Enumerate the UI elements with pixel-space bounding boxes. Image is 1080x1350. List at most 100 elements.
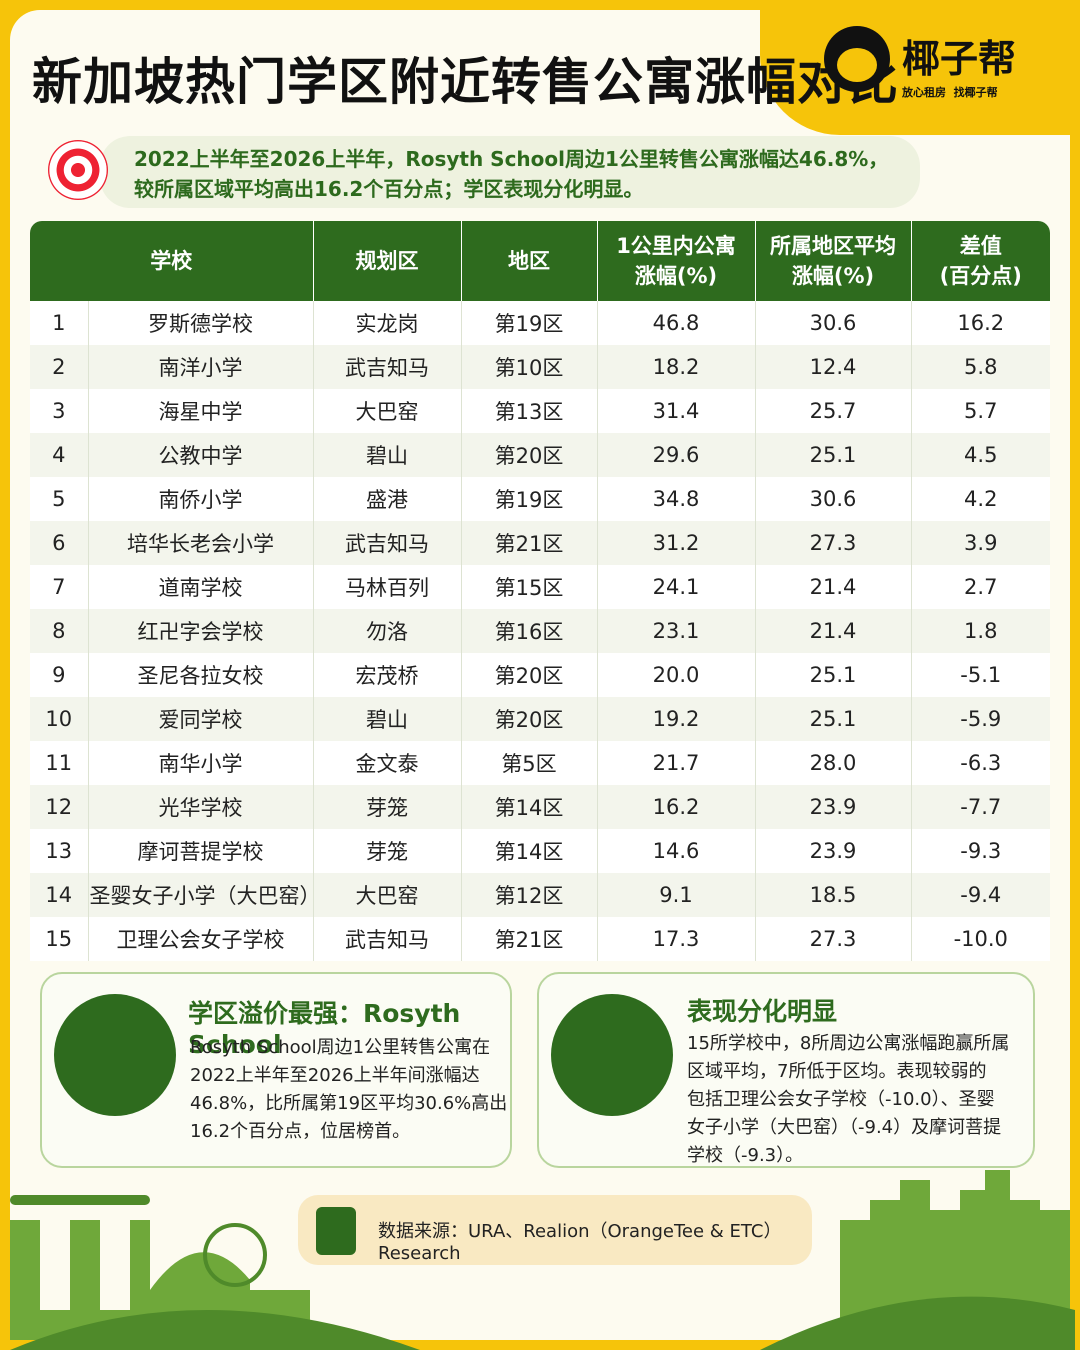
table-cell: 14.6 <box>597 829 756 873</box>
column-header: 地区 <box>461 221 598 301</box>
table-cell: 1 <box>30 301 89 345</box>
table-cell: 第20区 <box>461 697 598 741</box>
table-row: 7 道南学校 马林百列 第15区 24.1 21.4 2.7 <box>30 565 1050 609</box>
table-cell: 7 <box>30 565 89 609</box>
table-cell: 31.4 <box>597 389 756 433</box>
table-row: 15 卫理公会女子学校 武吉知马 第21区 17.3 27.3 -10.0 <box>30 917 1050 961</box>
summary-line: 2022上半年至2026上半年，Rosyth School周边1公里转售公寓涨幅… <box>134 147 889 171</box>
doc-icon <box>316 1207 356 1255</box>
table-cell: 5 <box>30 477 89 521</box>
header-row: 学校 规划区 地区 1公里内公寓 涨幅(%) 所属地区平均 涨幅(%) 差值 (百分点) <box>30 221 1050 301</box>
card-line: 46.8%，比所属第19区平均30.6%高出 <box>190 1093 508 1114</box>
card-line: 学校（-9.3）。 <box>687 1145 804 1166</box>
table-cell: 24.1 <box>597 565 756 609</box>
table-cell: 盛港 <box>313 477 462 521</box>
column-header: 规划区 <box>313 221 462 301</box>
table-cell: 17.3 <box>597 917 756 961</box>
table-cell: 23.9 <box>755 829 912 873</box>
table-row: 10 爱同学校 碧山 第20区 19.2 25.1 -5.9 <box>30 697 1050 741</box>
table-cell: 18.5 <box>755 873 912 917</box>
table-cell: 8 <box>30 609 89 653</box>
table-cell: 29.6 <box>597 433 756 477</box>
table-cell: 21.4 <box>755 609 912 653</box>
table-cell: 27.3 <box>755 521 912 565</box>
table-cell: 25.1 <box>755 653 912 697</box>
table-cell: 南侨小学 <box>88 477 314 521</box>
table-cell: 第12区 <box>461 873 598 917</box>
table-cell: 9.1 <box>597 873 756 917</box>
table-cell: 第14区 <box>461 829 598 873</box>
table-cell: 第14区 <box>461 785 598 829</box>
table-cell: 12 <box>30 785 89 829</box>
table-cell: 海星中学 <box>88 389 314 433</box>
table-cell: -9.3 <box>911 829 1050 873</box>
table-cell: -10.0 <box>911 917 1050 961</box>
table-cell: 圣尼各拉女校 <box>88 653 314 697</box>
table-cell: 卫理公会女子学校 <box>88 917 314 961</box>
table-cell: 21.7 <box>597 741 756 785</box>
table-row: 4 公教中学 碧山 第20区 29.6 25.1 4.5 <box>30 433 1050 477</box>
table-cell: 21.4 <box>755 565 912 609</box>
table-cell: 碧山 <box>313 433 462 477</box>
table-cell: 5.7 <box>911 389 1050 433</box>
table-cell: 2.7 <box>911 565 1050 609</box>
table-cell: 金文泰 <box>313 741 462 785</box>
table-cell: 25.1 <box>755 433 912 477</box>
table-cell: 3.9 <box>911 521 1050 565</box>
table-body: 1 罗斯德学校 实龙岗 第19区 46.8 30.6 16.2 2 南洋小学 武吉知马 第10区 18… <box>30 301 1050 961</box>
scale-icon <box>551 994 673 1116</box>
table-cell: 红卍字会学校 <box>88 609 314 653</box>
column-header: 所属地区平均 涨幅(%) <box>755 221 912 301</box>
tagline: 放心租房 找椰子帮 <box>902 86 998 99</box>
summary-line: 较所属区域平均高出16.2个百分点；学区表现分化明显。 <box>134 177 644 201</box>
card-title: 表现分化明显 <box>687 997 838 1026</box>
table-row: 13 摩诃菩提学校 芽笼 第14区 14.6 23.9 -9.3 <box>30 829 1050 873</box>
table-cell: 28.0 <box>755 741 912 785</box>
table-cell: 4 <box>30 433 89 477</box>
table-cell: 圣婴女子小学（大巴窑） <box>88 873 321 917</box>
table-cell: 10 <box>30 697 89 741</box>
table-row: 9 圣尼各拉女校 宏茂桥 第20区 20.0 25.1 -5.1 <box>30 653 1050 697</box>
table-cell: 罗斯德学校 <box>88 301 314 345</box>
table-cell: 公教中学 <box>88 433 314 477</box>
table-row: 8 红卍字会学校 勿洛 第16区 23.1 21.4 1.8 <box>30 609 1050 653</box>
table: 学校 规划区 地区 1公里内公寓 涨幅(%) 所属地区平均 涨幅(%) 差值 (百分点) … <box>30 221 1050 961</box>
table-cell: 11 <box>30 741 89 785</box>
card-line: 15所学校中，8所周边公寓涨幅跑赢所属 <box>687 1033 1010 1054</box>
summary: 2022上半年至2026上半年，Rosyth School周边1公里转售公寓涨幅… <box>100 136 920 208</box>
table-cell: 9 <box>30 653 89 697</box>
table-cell: 16.2 <box>911 301 1050 345</box>
card-line: Rosyth School周边1公里转售公寓在 <box>190 1037 491 1058</box>
source-text: 数据来源：URA、Realion（OrangeTee & ETC）Researc… <box>378 1221 782 1264</box>
table-cell: 15 <box>30 917 89 961</box>
table-cell: 25.7 <box>755 389 912 433</box>
table-cell: 4.2 <box>911 477 1050 521</box>
logo-icon <box>824 26 890 92</box>
card-body: 15所学校中，8所周边公寓涨幅跑赢所属 区域平均，7所低于区均。表现较弱的 包括卫理… <box>687 1030 1009 1170</box>
table-cell: 第21区 <box>461 917 598 961</box>
table-cell: -5.9 <box>911 697 1050 741</box>
table-cell: 1.8 <box>911 609 1050 653</box>
table-row: 11 南华小学 金文泰 第5区 21.7 28.0 -6.3 <box>30 741 1050 785</box>
table-cell: -9.4 <box>911 873 1050 917</box>
table-cell: 实龙岗 <box>313 301 462 345</box>
table-row: 5 南侨小学 盛港 第19区 34.8 30.6 4.2 <box>30 477 1050 521</box>
table-cell: -7.7 <box>911 785 1050 829</box>
card-line: 包括卫理公会女子学校（-10.0）、圣婴 <box>687 1089 995 1110</box>
brand: 椰子帮 <box>902 37 1017 81</box>
table-cell: -6.3 <box>911 741 1050 785</box>
table-cell: 18.2 <box>597 345 756 389</box>
table-cell: 第19区 <box>461 301 598 345</box>
table-cell: -5.1 <box>911 653 1050 697</box>
title: 新加坡热门学区附近转售公寓涨幅对比 <box>32 53 899 111</box>
table-cell: 第16区 <box>461 609 598 653</box>
table-cell: 武吉知马 <box>313 521 462 565</box>
table-row: 1 罗斯德学校 实龙岗 第19区 46.8 30.6 16.2 <box>30 301 1050 345</box>
table-cell: 第10区 <box>461 345 598 389</box>
table-cell: 46.8 <box>597 301 756 345</box>
table-cell: 30.6 <box>755 477 912 521</box>
table-cell: 6 <box>30 521 89 565</box>
table-cell: 南洋小学 <box>88 345 314 389</box>
table-cell: 34.8 <box>597 477 756 521</box>
